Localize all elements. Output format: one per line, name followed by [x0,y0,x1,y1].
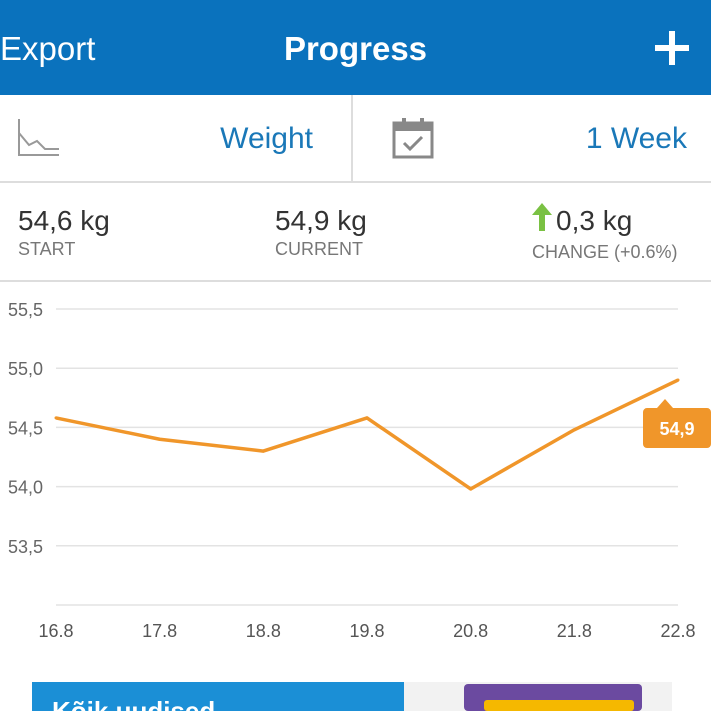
ad-banner[interactable]: Kõik uudised [32,682,672,711]
y-tick-label: 55,0 [8,359,43,379]
x-tick-label: 21.8 [557,621,592,641]
change-stat: 0,3 kg [556,205,632,237]
metric-label: Weight [220,122,313,155]
data-point [365,416,369,420]
selector-divider [351,95,353,181]
ad-text: Kõik uudised [52,696,216,711]
y-tick-label: 54,0 [8,478,43,498]
weight-series-line [55,378,679,491]
plus-icon[interactable] [655,31,689,65]
change-value: 0,3 kg [556,205,633,236]
y-tick-label: 54,5 [8,418,43,438]
current-value: 54,9 kg [275,205,367,236]
metric-selector[interactable]: Weight [0,95,351,181]
start-label: START [18,239,76,259]
x-tick-label: 16.8 [38,621,73,641]
weight-chart: 53,5 54,0 54,5 55,0 55,5 16.8 17.8 18.8 19.8 20.8… [8,300,711,641]
x-tick-label: 22.8 [660,621,695,641]
value-badge-pointer [657,399,673,409]
arrow-up-icon [532,203,552,231]
data-point [572,428,576,432]
ad-image [404,682,672,711]
x-tick-label: 19.8 [349,621,384,641]
start-value: 54,6 kg [18,205,110,236]
x-tick-label: 18.8 [246,621,281,641]
data-point [261,449,265,453]
stats-row: 54,6 kg START 54,9 kg CURRENT 0,3 kg CHA… [0,183,711,282]
calendar-check-icon [392,118,434,159]
x-tick-label: 17.8 [142,621,177,641]
current-stat: 54,9 kg CURRENT [275,205,367,260]
export-button[interactable]: Export [0,30,96,67]
ad-cta-strip [484,700,634,711]
data-point [54,416,58,420]
start-stat: 54,6 kg START [18,205,110,260]
current-label: CURRENT [275,239,363,259]
line-chart-icon [18,119,59,156]
data-point [676,378,680,382]
data-point [469,487,473,491]
y-tick-label: 53,5 [8,537,43,557]
x-tick-label: 20.8 [453,621,488,641]
progress-selector: Weight 1 Week [0,95,711,183]
data-point [158,437,162,441]
period-label: 1 Week [585,122,687,155]
period-selector[interactable]: 1 Week [353,95,711,181]
page-title: Progress [283,30,428,67]
y-tick-label: 55,5 [8,300,43,320]
value-badge [643,408,711,449]
change-label: CHANGE (+0.6%) [532,242,678,262]
header-bar: Export Progress [0,0,711,95]
value-badge-label: 54,9 [659,419,694,439]
